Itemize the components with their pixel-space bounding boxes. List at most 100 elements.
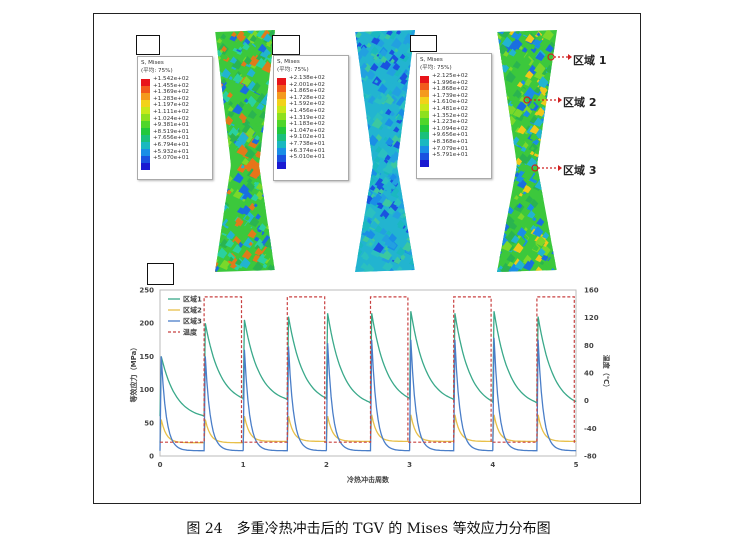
grain xyxy=(232,73,243,83)
color-swatch xyxy=(420,118,429,125)
color-swatch xyxy=(141,142,150,149)
grain xyxy=(253,203,258,208)
grain xyxy=(238,46,243,51)
grain xyxy=(539,260,545,266)
legend-value: +1.455e+02 xyxy=(153,82,189,89)
grain xyxy=(397,78,402,84)
grain xyxy=(230,31,237,38)
color-swatch xyxy=(277,134,286,141)
grain xyxy=(226,189,232,195)
grain xyxy=(523,86,536,99)
grain xyxy=(500,58,507,66)
y2-tick-label: -40 xyxy=(584,425,597,433)
grain xyxy=(229,56,238,64)
color-swatch xyxy=(141,121,150,128)
grain xyxy=(263,252,271,260)
grain xyxy=(254,135,260,141)
legend-value: +7.656e+01 xyxy=(153,135,189,142)
grain xyxy=(373,242,384,254)
grain xyxy=(391,85,403,97)
grain xyxy=(373,187,380,194)
grain xyxy=(516,227,527,238)
grain xyxy=(542,30,554,41)
grain xyxy=(398,36,405,43)
grain xyxy=(515,173,524,183)
grain xyxy=(533,117,544,127)
grain xyxy=(216,38,223,44)
grain xyxy=(510,234,520,244)
grain xyxy=(239,84,250,95)
grain xyxy=(238,183,250,195)
grain xyxy=(391,167,397,173)
color-swatch xyxy=(420,90,429,97)
grain xyxy=(377,147,389,159)
y-tick-label: 250 xyxy=(139,287,154,295)
grain xyxy=(395,30,402,35)
grain xyxy=(379,227,387,236)
grain xyxy=(386,66,397,77)
grain xyxy=(529,124,540,135)
grain xyxy=(253,180,259,186)
grain xyxy=(521,168,533,181)
panel-label-box xyxy=(272,35,300,55)
legend-subtitle: (平均: 75%) xyxy=(141,67,173,74)
color-swatch xyxy=(141,86,150,93)
grain xyxy=(384,184,392,192)
grain xyxy=(250,193,259,202)
annotation-region-2: 区域 2 xyxy=(563,96,597,109)
plot-area xyxy=(159,289,577,457)
grain xyxy=(535,34,544,42)
grain xyxy=(266,54,272,59)
grain xyxy=(220,45,228,52)
color-swatch xyxy=(277,113,286,120)
grain xyxy=(520,141,529,149)
color-swatch xyxy=(277,127,286,134)
color-swatch xyxy=(141,93,150,100)
legend-value: +8.519e+01 xyxy=(153,128,189,135)
grain xyxy=(248,216,260,227)
grain xyxy=(518,192,523,197)
legend-value: +9.102e+01 xyxy=(289,134,325,141)
color-swatch xyxy=(141,100,150,107)
series-line-temperature xyxy=(160,296,576,443)
grain xyxy=(257,124,263,130)
grain xyxy=(226,189,235,198)
color-swatch xyxy=(141,107,150,114)
grain xyxy=(399,53,406,60)
grain xyxy=(535,51,545,61)
grain xyxy=(514,259,525,270)
grain xyxy=(402,241,413,252)
grain xyxy=(517,162,528,173)
legend-value: +1.481e+02 xyxy=(432,105,468,112)
legend-value: +1.047e+02 xyxy=(289,127,325,134)
legend-value: +1.319e+02 xyxy=(289,114,325,121)
x-tick-label: 3 xyxy=(407,461,412,469)
grain xyxy=(231,58,243,70)
grain xyxy=(235,30,247,41)
grain xyxy=(377,94,383,100)
legend-value: +7.079e+01 xyxy=(432,145,468,152)
grain xyxy=(513,242,524,254)
y-tick-label: 200 xyxy=(139,320,154,328)
grain xyxy=(361,62,368,69)
grain xyxy=(513,182,525,194)
color-swatch xyxy=(420,125,429,132)
y2-tick-label: 120 xyxy=(584,314,599,322)
grain xyxy=(241,76,252,86)
grain xyxy=(239,204,251,216)
grain xyxy=(393,223,399,229)
grain xyxy=(228,100,234,106)
grain xyxy=(227,109,235,118)
legend-value: +5.791e+01 xyxy=(432,152,468,159)
legend-value: +1.739e+02 xyxy=(432,92,468,99)
grain xyxy=(387,90,393,95)
color-swatch xyxy=(420,83,429,90)
grain xyxy=(546,255,557,267)
grain xyxy=(232,172,244,184)
grain xyxy=(521,47,528,53)
grain xyxy=(370,46,379,55)
grain xyxy=(377,124,384,131)
grain xyxy=(530,44,536,50)
grain xyxy=(255,84,267,96)
